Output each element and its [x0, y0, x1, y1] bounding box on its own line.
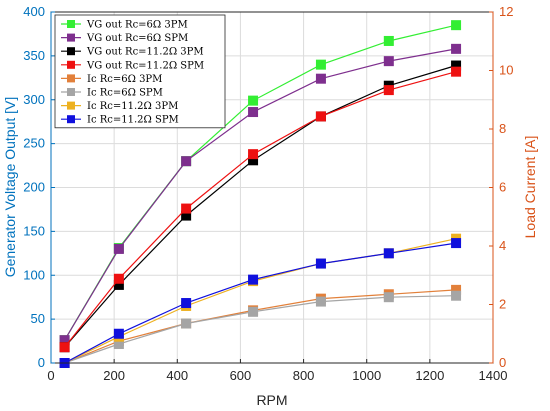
- legend-marker-swatch: [67, 60, 75, 69]
- legend: VG out Rc=6Ω 3PM VG out Rc=6Ω SPM VG out R…: [54, 14, 226, 129]
- y-right-tick-label: 10: [499, 63, 513, 78]
- y-right-tick-label: 4: [499, 238, 506, 253]
- y-left-tick-label: 0: [38, 355, 45, 370]
- legend-box: [54, 14, 226, 129]
- data-point-marker: [113, 243, 124, 254]
- legend-label: VG out Rc=11.2Ω SPM: [86, 60, 204, 71]
- data-point-marker: [113, 279, 124, 290]
- data-point-marker: [181, 298, 192, 309]
- data-point-marker: [113, 328, 124, 339]
- data-point-marker: [383, 35, 394, 46]
- data-point-marker: [248, 274, 259, 285]
- y-axis-right-title: Load Current [A]: [522, 136, 538, 239]
- series-3: [59, 66, 462, 353]
- y-axis-left-title: Generator Voltage Output [V]: [2, 97, 18, 278]
- legend-marker-swatch: [67, 115, 75, 124]
- legend-label: Ic Rc=11.2Ω SPM: [87, 115, 179, 126]
- legend-marker-swatch: [67, 33, 75, 42]
- data-point-marker: [451, 60, 462, 71]
- data-point-marker: [113, 338, 124, 349]
- legend-label: VG out Rc=11.2Ω 3PM: [86, 47, 204, 58]
- y-left-tick-label: 50: [31, 311, 45, 326]
- data-point-marker: [451, 238, 462, 249]
- x-tick-label: 600: [230, 368, 252, 383]
- y-right-tick-label: 8: [499, 121, 506, 136]
- data-point-marker: [248, 149, 259, 160]
- y-left-tick-label: 150: [23, 223, 45, 238]
- x-tick-label: 1000: [352, 368, 381, 383]
- legend-label: VG out Rc=6Ω 3PM: [86, 20, 188, 31]
- y-left-tick-label: 350: [23, 48, 45, 63]
- y-left-tick-label: 300: [23, 92, 45, 107]
- data-point-marker: [59, 342, 70, 353]
- x-tick-label: 800: [293, 368, 315, 383]
- y-left-tick-label: 250: [23, 136, 45, 151]
- y-left-tick-label: 400: [23, 4, 45, 19]
- legend-marker-swatch: [67, 20, 75, 28]
- legend-label: Ic Rc=11.2Ω 3PM: [87, 101, 178, 112]
- data-point-marker: [383, 85, 394, 96]
- x-axis-title: RPM: [256, 392, 287, 408]
- data-point-marker: [451, 66, 462, 77]
- data-point-marker: [181, 210, 192, 221]
- data-point-marker: [315, 59, 326, 70]
- data-point-marker: [315, 258, 326, 269]
- y-right-tick-label: 0: [499, 355, 506, 370]
- data-point-marker: [451, 43, 462, 54]
- x-tick-label: 1200: [415, 368, 444, 383]
- data-point-marker: [59, 335, 70, 346]
- data-point-marker: [451, 290, 462, 301]
- data-point-marker: [315, 73, 326, 84]
- legend-marker-swatch: [67, 88, 75, 96]
- data-point-marker: [315, 111, 326, 122]
- data-point-marker: [248, 155, 259, 166]
- legend-marker-swatch: [67, 101, 75, 110]
- y-right-tick-label: 12: [499, 4, 513, 19]
- data-point-marker: [181, 156, 192, 167]
- data-point-marker: [181, 318, 192, 329]
- x-tick-label: 1400: [479, 368, 508, 383]
- data-point-marker: [113, 273, 124, 284]
- data-point-marker: [383, 56, 394, 67]
- x-tick-label: 400: [166, 368, 188, 383]
- axes-ticks: 0 200 400 600 800 1000 1200 1400050100150200250…: [23, 4, 513, 383]
- data-point-marker: [181, 203, 192, 214]
- legend-marker-swatch: [67, 74, 75, 83]
- data-point-marker: [248, 95, 259, 106]
- series-1: [59, 43, 462, 346]
- x-tick-label: 200: [103, 368, 125, 383]
- y-right-tick-label: 6: [499, 180, 506, 195]
- data-point-marker: [315, 296, 326, 307]
- y-left-tick-label: 200: [23, 180, 45, 195]
- legend-marker-swatch: [67, 47, 75, 56]
- data-point-marker: [383, 292, 394, 303]
- legend-label: VG out Rc=6Ω SPM: [86, 33, 188, 44]
- data-point-marker: [248, 306, 259, 317]
- y-left-tick-label: 100: [23, 267, 45, 282]
- x-tick-label: 0: [47, 368, 54, 383]
- data-point-marker: [383, 248, 394, 259]
- legend-label: Ic Rc=6Ω 3PM: [87, 74, 162, 85]
- legend-label: Ic Rc=6Ω SPM: [87, 88, 163, 99]
- data-point-marker: [248, 107, 259, 118]
- data-point-marker: [451, 20, 462, 31]
- y-right-tick-label: 2: [499, 297, 506, 312]
- data-point-marker: [451, 284, 462, 295]
